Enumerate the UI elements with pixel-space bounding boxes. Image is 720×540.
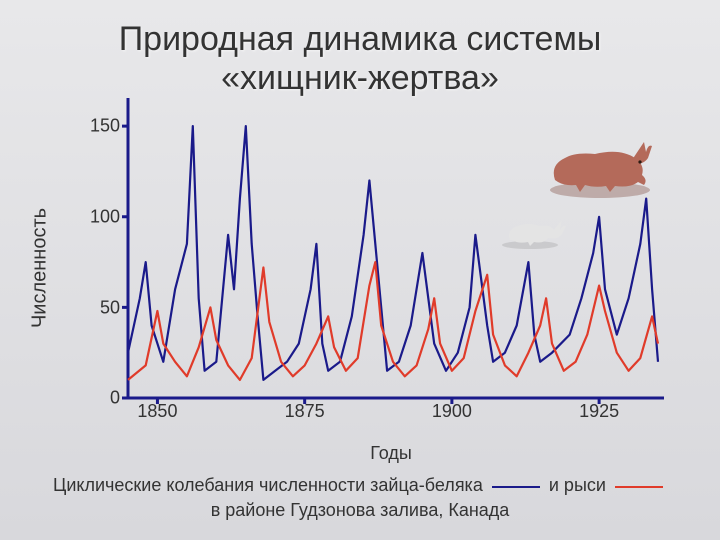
x-tick: 1875	[285, 401, 325, 422]
x-tick: 1900	[432, 401, 472, 422]
caption-pre: Циклические колебания численности зайца-…	[53, 475, 483, 495]
line-chart	[128, 108, 658, 398]
caption-mid: и рыси	[549, 475, 606, 495]
caption-post: в районе Гудзонова залива, Канада	[211, 500, 510, 520]
chart-area: Численность Годы 05010015018501875190019…	[50, 108, 670, 428]
title-line2: «хищник-жертва»	[221, 59, 499, 97]
y-axis-label: Численность	[29, 208, 52, 328]
y-tick: 100	[84, 206, 120, 227]
x-axis-label: Годы	[370, 443, 412, 464]
y-tick: 150	[84, 116, 120, 137]
y-tick: 50	[84, 297, 120, 318]
title-line1: Природная динамика системы	[119, 20, 602, 58]
x-tick: 1850	[137, 401, 177, 422]
y-tick: 0	[84, 388, 120, 409]
slide-title: Природная динамика системы «хищник-жертв…	[40, 20, 680, 98]
caption: Циклические колебания численности зайца-…	[0, 473, 720, 522]
legend-predator-line	[615, 486, 663, 488]
x-tick: 1925	[579, 401, 619, 422]
legend-prey-line	[492, 486, 540, 488]
